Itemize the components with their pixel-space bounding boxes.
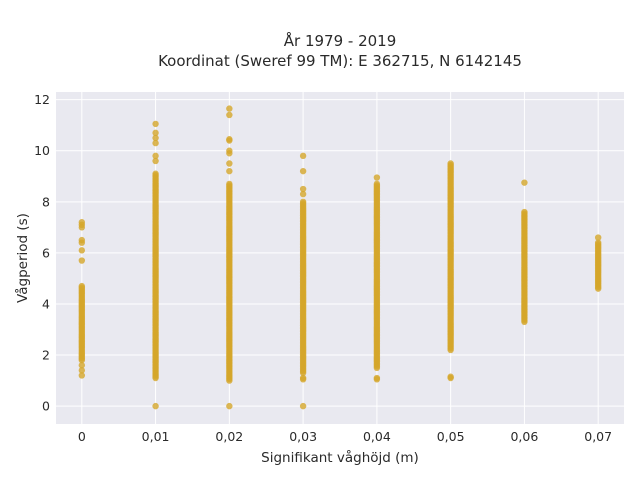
data-point bbox=[226, 167, 233, 175]
data-point bbox=[152, 129, 159, 137]
data-point bbox=[152, 402, 159, 410]
data-point bbox=[299, 198, 307, 206]
data-point bbox=[594, 239, 602, 246]
data-point bbox=[226, 105, 233, 112]
data-point bbox=[299, 152, 307, 160]
data-point bbox=[447, 160, 454, 167]
data-point bbox=[226, 402, 233, 410]
chart-title-line2: Koordinat (Sweref 99 TM): E 362715, N 61… bbox=[158, 52, 522, 70]
data-point bbox=[299, 185, 307, 193]
x-tick-label: 0,01 bbox=[142, 429, 170, 444]
data-point bbox=[78, 247, 86, 254]
data-point bbox=[373, 374, 381, 382]
data-point bbox=[299, 402, 307, 410]
data-point bbox=[152, 120, 159, 128]
x-tick-label: 0,02 bbox=[215, 429, 243, 444]
data-points bbox=[78, 105, 602, 410]
x-axis-ticks: 0 0,01 0,02 0,03 0,04 0,05 0,06 0,07 bbox=[78, 429, 612, 444]
data-point bbox=[226, 111, 233, 119]
data-point bbox=[299, 190, 307, 198]
y-tick-label: 10 bbox=[34, 143, 50, 158]
data-point bbox=[78, 367, 86, 374]
data-point bbox=[152, 139, 159, 147]
x-tick-label: 0,06 bbox=[510, 429, 538, 444]
data-point bbox=[152, 134, 159, 142]
data-point bbox=[78, 219, 86, 226]
data-point bbox=[594, 234, 602, 241]
data-point bbox=[299, 167, 307, 175]
y-tick-label: 6 bbox=[42, 245, 50, 260]
x-tick-label: 0,05 bbox=[437, 429, 465, 444]
data-point bbox=[78, 372, 86, 379]
data-point bbox=[521, 179, 528, 186]
x-tick-label: 0,07 bbox=[584, 429, 612, 444]
data-point bbox=[78, 282, 86, 290]
x-tick-label: 0,03 bbox=[289, 429, 317, 444]
data-point bbox=[152, 157, 159, 165]
data-point bbox=[373, 180, 381, 188]
y-axis-label: Vågperiod (s) bbox=[14, 213, 31, 303]
data-point bbox=[78, 257, 86, 264]
data-point bbox=[299, 374, 307, 382]
y-tick-label: 0 bbox=[42, 399, 50, 414]
data-point bbox=[152, 152, 159, 160]
chart-title-line1: År 1979 - 2019 bbox=[284, 31, 397, 50]
data-point bbox=[226, 147, 233, 154]
x-tick-label: 0,04 bbox=[363, 429, 391, 444]
data-point bbox=[78, 236, 86, 244]
x-axis-label: Signifikant våghöjd (m) bbox=[261, 449, 419, 466]
data-point bbox=[226, 180, 233, 188]
data-point bbox=[226, 160, 233, 167]
data-point bbox=[447, 373, 454, 380]
y-tick-label: 2 bbox=[42, 348, 50, 363]
data-point bbox=[152, 170, 159, 177]
y-tick-label: 12 bbox=[34, 92, 50, 107]
y-tick-label: 8 bbox=[42, 194, 50, 209]
data-point bbox=[373, 174, 381, 181]
data-point bbox=[521, 208, 528, 216]
y-axis-ticks: 0 2 4 6 8 10 12 bbox=[34, 92, 50, 413]
data-point bbox=[226, 136, 233, 143]
y-tick-label: 4 bbox=[42, 296, 50, 311]
data-point bbox=[78, 362, 86, 369]
x-tick-label: 0 bbox=[78, 429, 86, 444]
plot-area bbox=[56, 92, 624, 424]
